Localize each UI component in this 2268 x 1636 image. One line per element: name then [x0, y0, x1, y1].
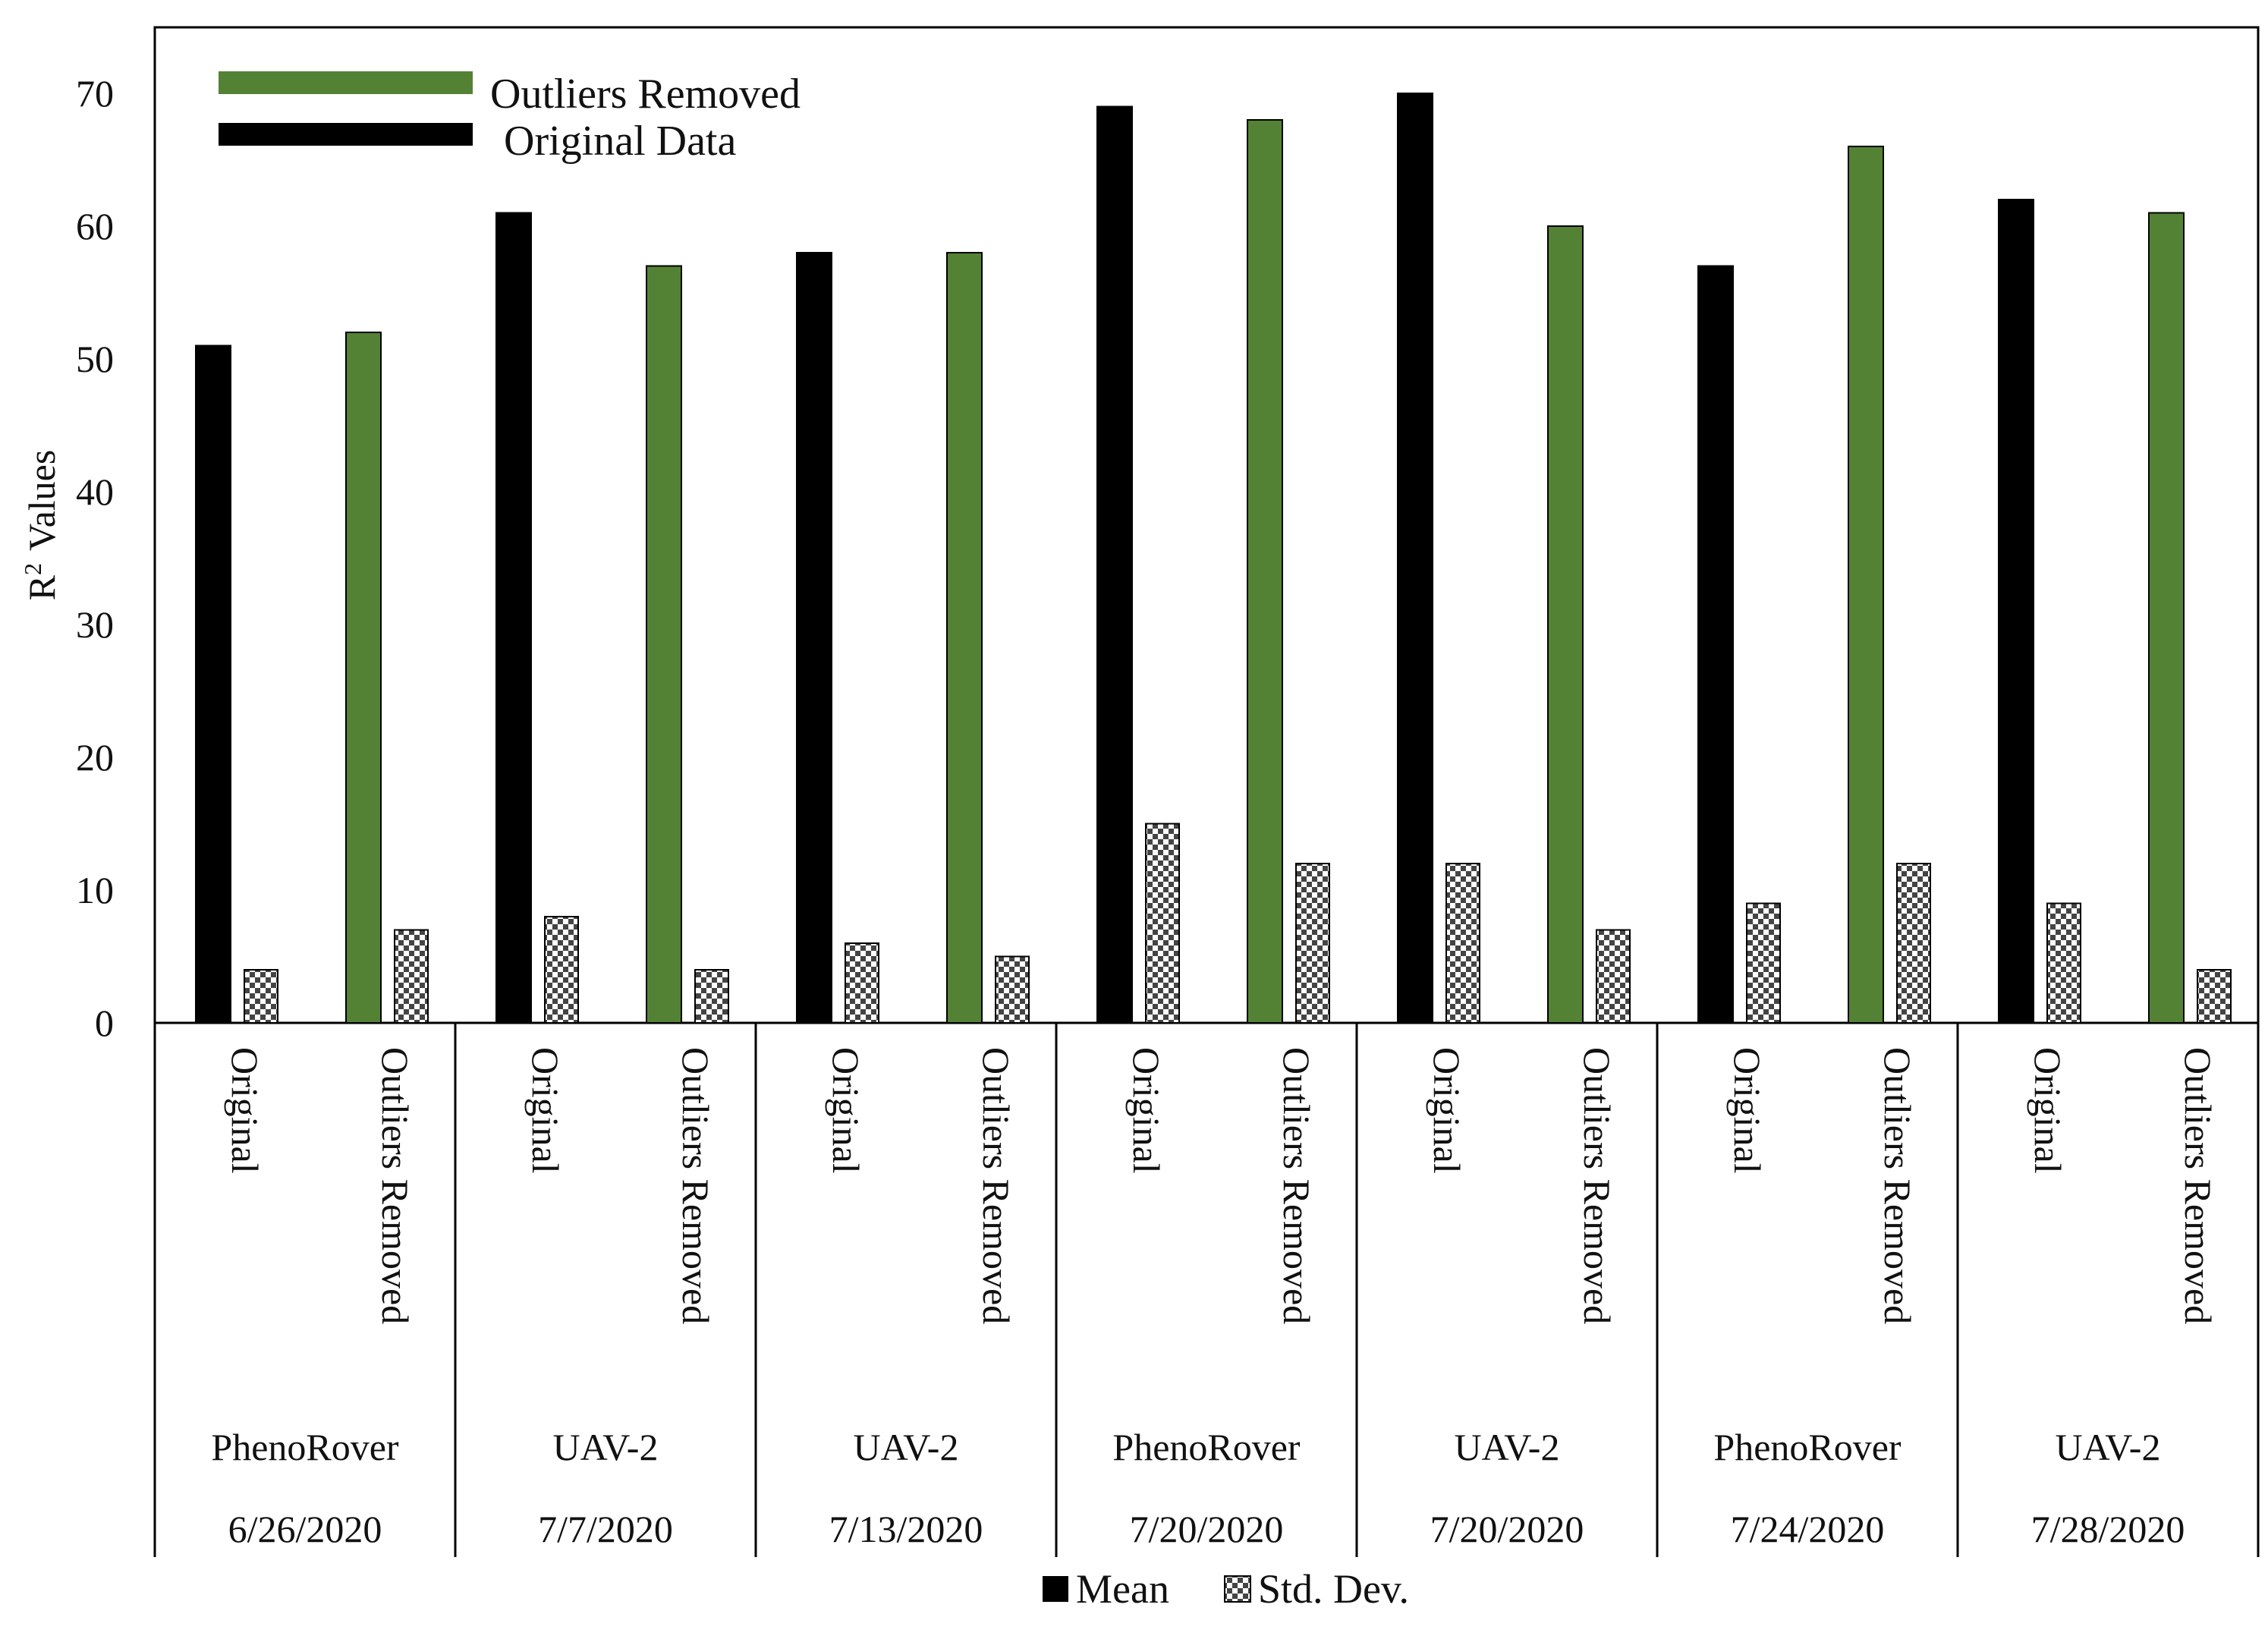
- mean-bar: [1397, 93, 1433, 1024]
- y-tick-label: 60: [76, 205, 114, 247]
- legend-mean-label: Mean: [1076, 1566, 1169, 1612]
- std-bar: [1596, 929, 1631, 1024]
- mean-bar: [796, 252, 832, 1024]
- bar-category-label: Outliers Removed: [675, 1047, 717, 1324]
- std-bar: [1445, 863, 1480, 1024]
- y-tick-label: 10: [76, 869, 114, 911]
- mean-bar: [1096, 105, 1133, 1024]
- std-bar: [544, 916, 579, 1024]
- group-date-label: 7/13/2020: [829, 1508, 983, 1550]
- y-tick-label: 30: [76, 603, 114, 646]
- series-legend: Mean Std. Dev.: [1043, 1566, 1409, 1612]
- legend-std-swatch: [1224, 1575, 1251, 1603]
- std-bar: [244, 969, 278, 1024]
- mean-bar: [946, 252, 983, 1024]
- group-platform-label: UAV-2: [854, 1426, 959, 1468]
- std-bar: [394, 929, 429, 1024]
- mean-bar: [2148, 212, 2185, 1024]
- group-date-label: 7/24/2020: [1731, 1508, 1885, 1550]
- group-platform-label: PhenoRover: [1713, 1426, 1902, 1468]
- bar-category-label: Original: [224, 1047, 266, 1174]
- mean-bar: [646, 265, 682, 1024]
- group-date-label: 6/26/2020: [228, 1508, 382, 1550]
- bar-category-label: Original: [1426, 1047, 1468, 1174]
- mean-bar: [1848, 146, 1884, 1024]
- mean-bar: [195, 345, 231, 1024]
- legend-std-label: Std. Dev.: [1258, 1566, 1409, 1612]
- group-platform-label: UAV-2: [2056, 1426, 2161, 1468]
- category-axis: Original Outliers Removed PhenoRover 6/26/2…: [153, 1023, 2260, 1557]
- std-bar: [2046, 902, 2081, 1024]
- bar-category-label: Original: [825, 1047, 867, 1174]
- plot-frame: [153, 26, 2260, 1024]
- bar-category-label: Outliers Removed: [2177, 1047, 2219, 1324]
- group-platform-label: UAV-2: [553, 1426, 659, 1468]
- y-axis: 0 10 20 30 40 50 60 70: [76, 72, 114, 1044]
- bar-category-label: Original: [1726, 1047, 1769, 1174]
- mean-bar: [345, 332, 382, 1024]
- y-tick-label: 50: [76, 338, 114, 380]
- bar-category-label: Outliers Removed: [1276, 1047, 1318, 1324]
- group-platform-label: PhenoRover: [1112, 1426, 1301, 1468]
- std-bar: [995, 955, 1030, 1024]
- y-tick-label: 20: [76, 736, 114, 779]
- mean-bar: [1247, 119, 1283, 1024]
- group-date-label: 7/20/2020: [1130, 1508, 1284, 1550]
- group-date-label: 7/20/2020: [1430, 1508, 1584, 1550]
- mean-bar: [1547, 225, 1584, 1024]
- color-legend: Outliers Removed Original Data: [219, 71, 801, 165]
- legend-swatch-outliers-removed: [219, 71, 473, 94]
- bar-category-label: Outliers Removed: [374, 1047, 417, 1324]
- bar-category-label: Original: [524, 1047, 567, 1174]
- mean-bar: [495, 212, 532, 1024]
- std-bar: [1896, 863, 1931, 1024]
- std-bar: [1145, 823, 1180, 1024]
- y-axis-label: R2Values: [19, 450, 63, 601]
- y-tick-label: 0: [95, 1002, 114, 1044]
- std-bar: [2197, 969, 2232, 1024]
- bar-category-label: Outliers Removed: [1576, 1047, 1618, 1324]
- bar-category-label: Original: [2027, 1047, 2069, 1174]
- mean-bar: [1998, 199, 2034, 1024]
- std-bar: [1295, 863, 1330, 1024]
- group-date-label: 7/28/2020: [2031, 1508, 2185, 1550]
- bar-category-label: Outliers Removed: [975, 1047, 1018, 1324]
- std-bar: [1746, 902, 1781, 1024]
- bar-category-label: Outliers Removed: [1876, 1047, 1919, 1324]
- std-bar: [694, 969, 729, 1024]
- y-tick-label: 70: [76, 72, 114, 115]
- group-platform-label: PhenoRover: [211, 1426, 399, 1468]
- legend-swatch-original-data: [219, 123, 473, 146]
- bars: [195, 93, 2232, 1024]
- legend-label-outliers-removed: Outliers Removed: [490, 71, 801, 118]
- group-platform-label: UAV-2: [1455, 1426, 1560, 1468]
- group-date-label: 7/7/2020: [538, 1508, 673, 1550]
- std-bar: [845, 942, 879, 1024]
- legend-label-original-data: Original Data: [504, 118, 736, 165]
- mean-bar: [1697, 265, 1734, 1024]
- y-tick-label: 40: [76, 470, 114, 513]
- legend-mean-swatch: [1043, 1576, 1068, 1602]
- bar-category-label: Original: [1125, 1047, 1168, 1174]
